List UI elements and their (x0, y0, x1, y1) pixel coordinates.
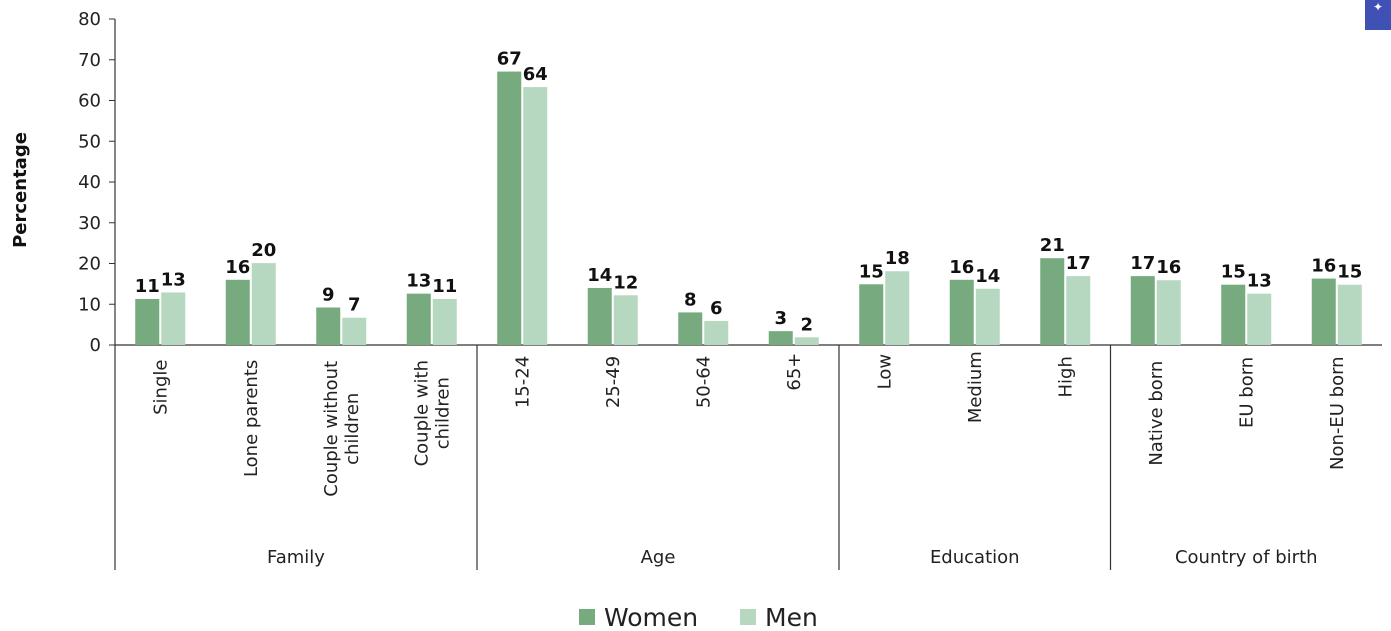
y-tick-label: 30 (78, 213, 101, 234)
x-tick-label: 25-49 (603, 356, 624, 408)
bar-men (1247, 293, 1272, 345)
bar-women (949, 279, 974, 345)
data-label-men: 15 (1337, 262, 1362, 283)
x-tick-label: Native born (1146, 361, 1167, 466)
data-label-men: 20 (251, 240, 276, 261)
bar-women (1130, 276, 1155, 345)
data-label-women: 21 (1040, 235, 1065, 256)
y-axis-title: Percentage (10, 132, 31, 248)
bar-men (432, 298, 457, 345)
legend-label-women: Women (604, 603, 698, 631)
data-label-men: 6 (710, 298, 723, 319)
bar-men (613, 295, 638, 345)
y-tick-label: 60 (78, 91, 101, 112)
data-label-women: 3 (774, 308, 787, 329)
data-label-women: 16 (225, 257, 250, 278)
data-label-men: 2 (800, 314, 813, 335)
data-label-women: 67 (497, 49, 522, 70)
data-label-men: 17 (1066, 253, 1091, 274)
data-label-women: 8 (684, 289, 697, 310)
x-tick-label: 15-24 (512, 356, 533, 408)
group-label: Age (641, 547, 676, 568)
x-tick-label: Couple withchildren (411, 360, 453, 466)
x-tick-label: Medium (965, 351, 986, 423)
y-tick-label: 80 (78, 9, 101, 30)
data-label-men: 13 (1247, 271, 1272, 292)
y-tick-label: 0 (90, 335, 101, 356)
x-tick-label: EU born (1236, 357, 1257, 428)
data-label-women: 17 (1130, 253, 1155, 274)
x-tick-label: Lone parents (241, 360, 262, 477)
bar-women (859, 284, 884, 345)
bar-women (406, 293, 431, 345)
y-tick-label: 50 (78, 131, 101, 152)
data-label-women: 15 (1221, 262, 1246, 283)
x-tick-label: Couple withoutchildren (321, 361, 363, 497)
bar-women (135, 298, 160, 345)
bar-women (587, 287, 612, 345)
legend-label-men: Men (765, 603, 818, 631)
bar-women (768, 331, 793, 345)
data-label-women: 9 (322, 285, 335, 306)
data-label-men: 12 (613, 272, 638, 293)
corner-logo-icon: ✦ (1365, 0, 1391, 30)
data-label-women: 14 (587, 265, 612, 286)
bar-women (1040, 258, 1065, 345)
bar-men (1156, 280, 1181, 345)
bar-women (316, 307, 341, 345)
bar-women (1221, 284, 1246, 345)
y-tick-label: 20 (78, 254, 101, 275)
x-tick-label: 50-64 (693, 356, 714, 408)
data-label-men: 64 (523, 64, 548, 85)
x-tick-label: High (1055, 356, 1076, 397)
bar-women (225, 279, 250, 345)
bar-women (1311, 278, 1336, 345)
y-tick-label: 70 (78, 50, 101, 71)
data-label-men: 16 (1156, 257, 1181, 278)
legend-swatch-women (579, 609, 595, 625)
data-label-women: 13 (406, 271, 431, 292)
group-label: Family (267, 547, 325, 568)
x-tick-label: 65+ (784, 353, 805, 391)
data-label-women: 11 (135, 276, 160, 297)
bars (135, 71, 1362, 346)
bar-men (342, 317, 367, 345)
axes: 0 10 20 30 40 50 60 70 80 Percentage (10, 9, 1382, 570)
data-label-men: 18 (885, 248, 910, 269)
data-label-men: 14 (975, 266, 1000, 287)
bar-men (251, 263, 276, 345)
data-label-women: 16 (1311, 256, 1336, 277)
bar-women (497, 71, 522, 345)
bar-men (523, 87, 548, 346)
x-tick-label: Low (874, 354, 895, 389)
bar-men (704, 320, 729, 345)
bar-men (975, 288, 1000, 345)
bar-men (161, 292, 186, 345)
group-label: Country of birth (1175, 547, 1318, 568)
bar-men (1066, 276, 1091, 345)
data-label-men: 11 (432, 276, 457, 297)
bar-men (794, 337, 819, 345)
group-label: Education (930, 547, 1020, 568)
bar-women (678, 312, 703, 345)
data-label-men: 13 (161, 269, 186, 290)
y-tick-label: 10 (78, 294, 101, 315)
legend: Women Men (579, 603, 818, 631)
data-label-women: 15 (859, 261, 884, 282)
y-tick-label: 40 (78, 172, 101, 193)
bar-men (885, 271, 910, 345)
bar-men (1337, 284, 1362, 345)
data-label-men: 7 (348, 295, 361, 316)
x-tick-label: Non-EU born (1327, 356, 1348, 470)
legend-swatch-men (740, 609, 756, 625)
data-label-women: 16 (949, 257, 974, 278)
x-tick-label: Single (150, 360, 171, 415)
